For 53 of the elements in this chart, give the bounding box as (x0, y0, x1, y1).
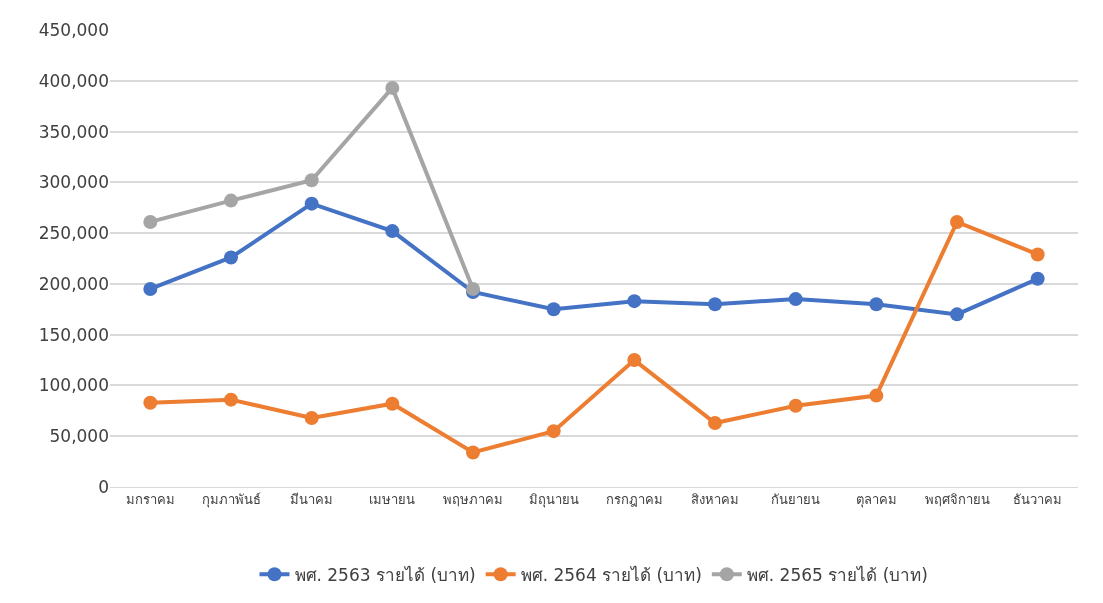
y-tick-label: 400,000 (38, 70, 109, 91)
legend-label: พศ. 2563 รายได้ (บาท) (294, 564, 476, 585)
point (385, 396, 400, 411)
point (627, 294, 642, 309)
x-tick-label: กุมภาพันธ์ (201, 491, 261, 508)
point (143, 395, 158, 410)
x-tick-label: กันยายน (771, 491, 821, 507)
point (546, 424, 561, 439)
point (708, 297, 722, 312)
x-tick-label: มิถุนายน (528, 491, 579, 508)
point (224, 250, 238, 265)
point (224, 392, 238, 407)
point (466, 281, 480, 296)
y-tick-label: 250,000 (38, 223, 109, 244)
legend-label: พศ. 2565 รายได้ (บาท) (746, 564, 928, 585)
point (385, 224, 400, 239)
y-tick-label: 350,000 (38, 121, 109, 142)
point (1030, 271, 1045, 286)
x-tick-label: มีนาคม (290, 491, 334, 507)
point (627, 353, 642, 368)
y-tick-label: 200,000 (38, 273, 109, 294)
y-tick-label: 100,000 (38, 375, 109, 396)
point (546, 302, 561, 317)
x-tick-label: สิงหาคม (691, 491, 739, 507)
point (950, 307, 964, 322)
legend-label: พศ. 2564 รายได้ (บาท) (520, 564, 702, 585)
point (385, 80, 400, 95)
y-tick-label: 450,000 (38, 19, 109, 40)
point (1030, 247, 1045, 262)
point (304, 173, 319, 188)
point (788, 292, 803, 307)
x-tick-label: มกราคม (125, 491, 175, 507)
x-tick-label: ธันวาคม (1013, 491, 1063, 507)
point (708, 416, 722, 431)
x-tick-label: ตุลาคม (855, 491, 897, 508)
point (224, 193, 238, 208)
y-tick-label: 150,000 (38, 324, 109, 345)
point (869, 388, 884, 403)
point (788, 398, 803, 413)
point (304, 410, 319, 425)
point (869, 297, 884, 312)
point (950, 214, 964, 229)
x-tick-label: พฤศจิกายน (924, 491, 990, 507)
point (466, 445, 480, 460)
point (143, 281, 158, 296)
y-tick-label: 300,000 (38, 172, 109, 193)
point (143, 214, 158, 229)
point (304, 196, 319, 211)
x-tick-label: พฤษภาคม (443, 491, 503, 507)
y-tick-label: 50,000 (49, 426, 109, 447)
y-tick-label: 0 (98, 476, 109, 497)
x-tick-label: เมษายน (369, 491, 416, 507)
x-tick-label: กรกฎาคม (605, 491, 663, 507)
